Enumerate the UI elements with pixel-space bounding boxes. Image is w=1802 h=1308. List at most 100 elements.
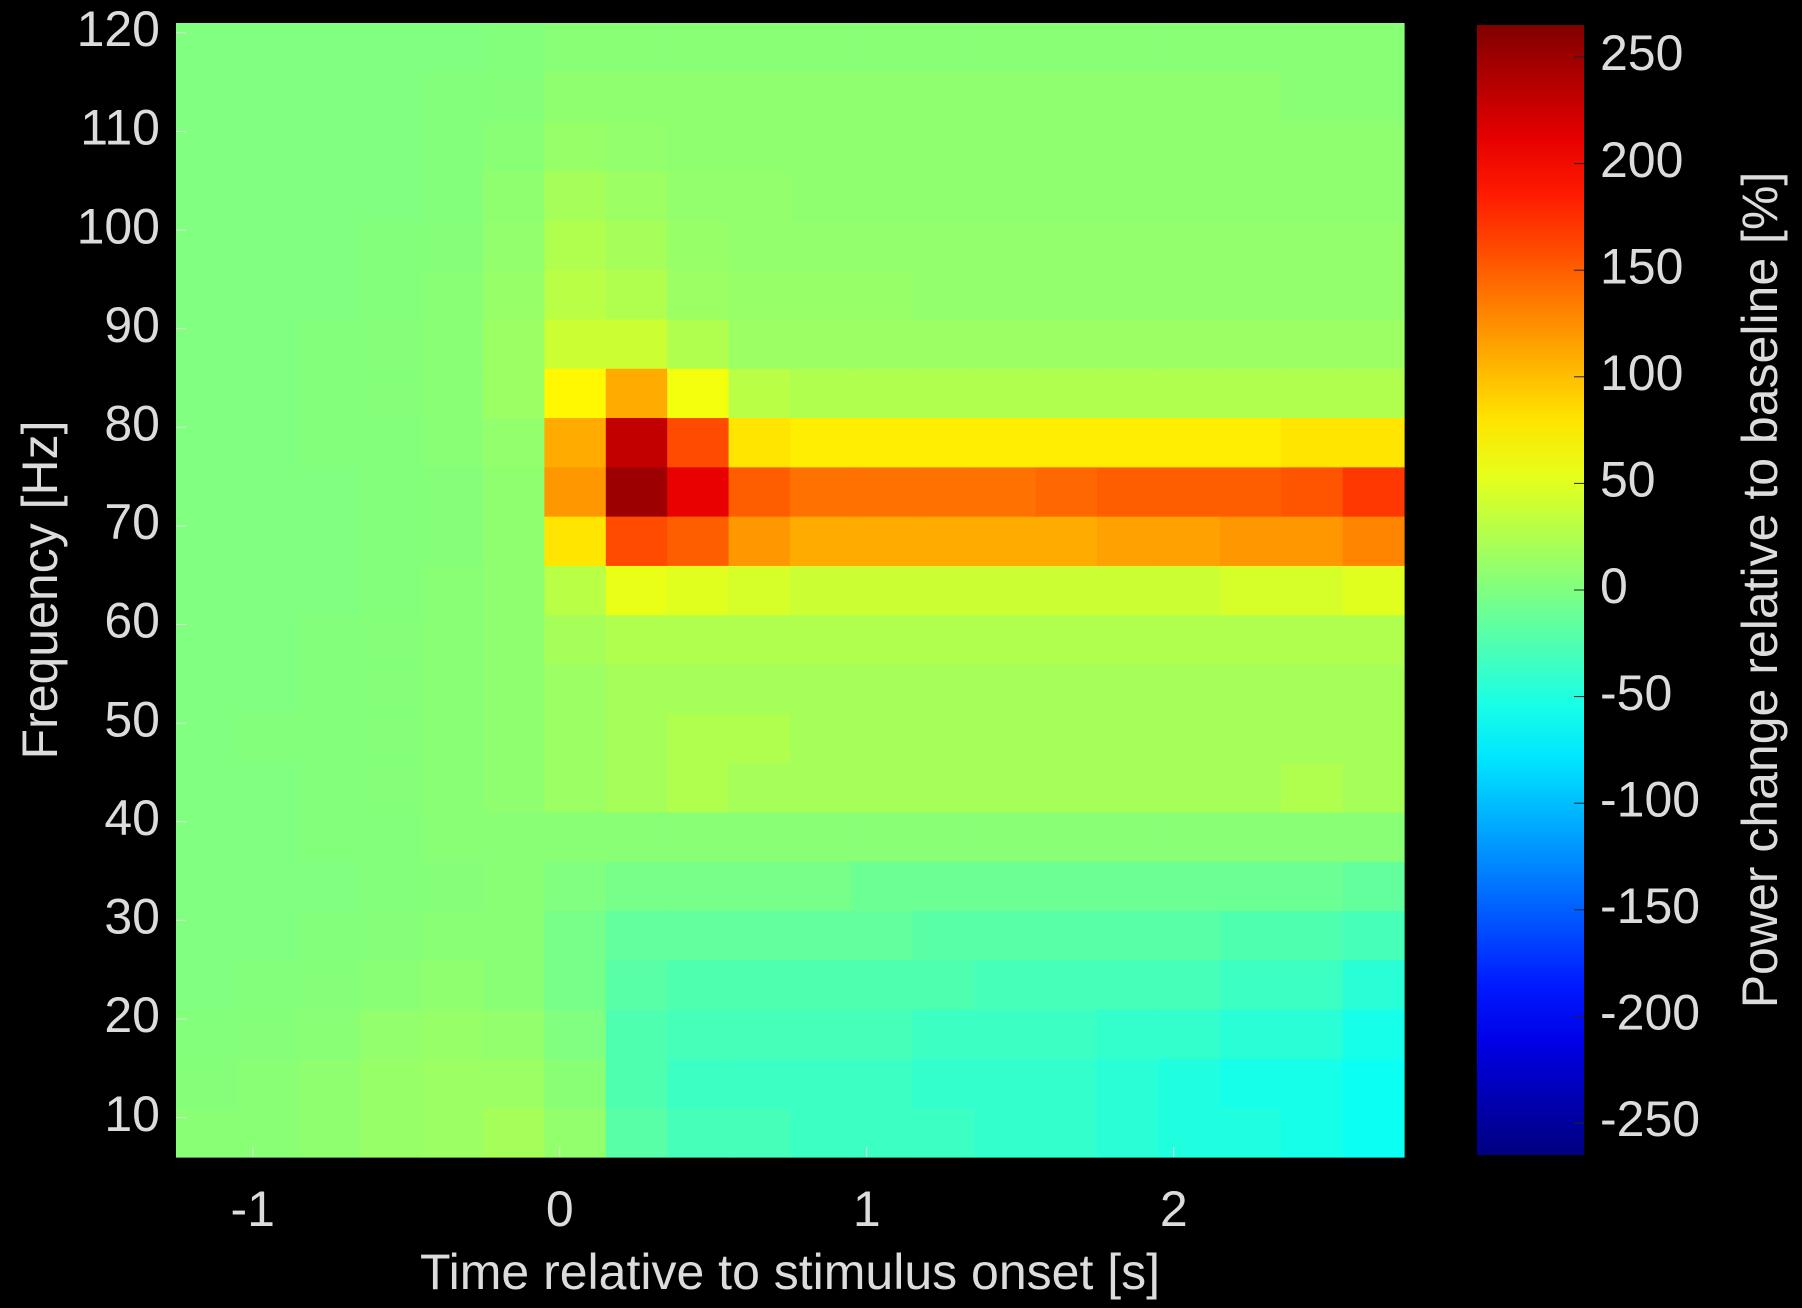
heatmap-cell: [1035, 713, 1098, 764]
heatmap-cell: [1035, 269, 1098, 320]
heatmap-cell: [237, 318, 300, 369]
heatmap-cell: [421, 663, 484, 714]
heatmap-cell: [298, 23, 361, 73]
heatmap-cell: [667, 910, 730, 961]
heatmap-cell: [667, 23, 730, 73]
heatmap-cell: [1219, 417, 1282, 468]
heatmap-cell: [1219, 861, 1282, 912]
heatmap-cell: [1035, 1107, 1098, 1158]
heatmap-cell: [176, 72, 238, 123]
heatmap-cell: [298, 269, 361, 320]
heatmap-cell: [298, 565, 361, 616]
heatmap-cell: [1281, 762, 1344, 813]
heatmap-cell: [1281, 1058, 1344, 1109]
heatmap-cell: [728, 910, 791, 961]
heatmap-cell: [1281, 959, 1344, 1010]
heatmap-cell: [790, 368, 852, 419]
heatmap-cell: [360, 318, 423, 369]
colorbar-tick-label: -50: [1600, 665, 1672, 721]
heatmap-cell: [974, 269, 1037, 320]
heatmap-cell: [912, 368, 975, 419]
heatmap-cell: [1342, 811, 1405, 862]
y-tick-label: 110: [80, 100, 160, 156]
heatmap-cell: [421, 516, 484, 566]
heatmap-cell: [483, 417, 545, 468]
heatmap-cell: [360, 663, 423, 714]
heatmap-cell: [728, 614, 791, 665]
heatmap-cell: [237, 762, 300, 813]
heatmap-cell: [1342, 466, 1405, 517]
y-tick-label: 20: [104, 987, 160, 1043]
heatmap-cell: [1035, 121, 1098, 172]
heatmap-cell: [974, 23, 1037, 73]
heatmap-cell: [176, 318, 238, 369]
heatmap-cell: [974, 614, 1037, 665]
heatmap-cell: [544, 959, 607, 1010]
heatmap-cell: [728, 516, 791, 566]
heatmap-cell: [360, 516, 423, 566]
heatmap-cell: [298, 121, 361, 172]
heatmap-cell: [544, 565, 607, 616]
heatmap-cell: [360, 565, 423, 616]
heatmap-cell: [298, 811, 361, 862]
heatmap-cell: [1281, 1107, 1344, 1158]
heatmap-cell: [176, 220, 238, 271]
heatmap-cell: [237, 72, 300, 123]
heatmap-cell: [421, 170, 484, 221]
heatmap-cell: [1158, 269, 1221, 320]
heatmap-cell: [544, 713, 607, 764]
heatmap-cell: [1219, 516, 1282, 566]
heatmap-cell: [1281, 713, 1344, 764]
heatmap-cell: [1158, 23, 1221, 73]
heatmap-cell: [728, 861, 791, 912]
heatmap-cell: [667, 811, 730, 862]
heatmap-cell: [974, 1058, 1037, 1109]
x-axis-label: Time relative to stimulus onset [s]: [420, 1244, 1160, 1300]
heatmap-cell: [544, 1107, 607, 1158]
heatmap-cell: [851, 368, 914, 419]
heatmap-cell: [851, 910, 914, 961]
heatmap-cell: [360, 269, 423, 320]
heatmap-cell: [667, 269, 730, 320]
heatmap-cell: [544, 23, 607, 73]
heatmap-cell: [237, 466, 300, 517]
heatmap-cell: [298, 1009, 361, 1059]
heatmap-cell: [974, 318, 1037, 369]
heatmap-cell: [1158, 762, 1221, 813]
heatmap-cell: [544, 417, 607, 468]
heatmap-cell: [912, 663, 975, 714]
heatmap-cell: [1097, 1009, 1159, 1059]
heatmap-cell: [421, 762, 484, 813]
heatmap-cell: [851, 516, 914, 566]
heatmap-cell: [360, 614, 423, 665]
heatmap-cell: [421, 959, 484, 1010]
heatmap-cell: [1281, 565, 1344, 616]
heatmap-cell: [912, 72, 975, 123]
heatmap-cell: [176, 861, 238, 912]
heatmap-cell: [790, 170, 852, 221]
heatmap-cell: [544, 614, 607, 665]
heatmap-cell: [1219, 466, 1282, 517]
heatmap-cell: [974, 72, 1037, 123]
heatmap-cell: [1158, 72, 1221, 123]
heatmap-cell: [1342, 762, 1405, 813]
heatmap-cell: [1035, 762, 1098, 813]
heatmap-cell: [176, 417, 238, 468]
y-tick-label: 80: [104, 395, 160, 451]
colorbar-tick-label: 150: [1600, 238, 1683, 294]
heatmap-cell: [728, 1107, 791, 1158]
heatmap-cell: [421, 1058, 484, 1109]
heatmap-cell: [1219, 1058, 1282, 1109]
heatmap-cell: [1035, 170, 1098, 221]
heatmap-cell: [421, 1009, 484, 1059]
heatmap-cell: [483, 663, 545, 714]
heatmap-cell: [912, 861, 975, 912]
heatmap-cell: [728, 170, 791, 221]
y-tick-label: 40: [104, 790, 160, 846]
heatmap-cell: [790, 220, 852, 271]
heatmap-cell: [912, 318, 975, 369]
heatmap-cell: [728, 269, 791, 320]
heatmap-cell: [1219, 1107, 1282, 1158]
heatmap-cell: [728, 1009, 791, 1059]
colorbar: [1477, 25, 1584, 1155]
